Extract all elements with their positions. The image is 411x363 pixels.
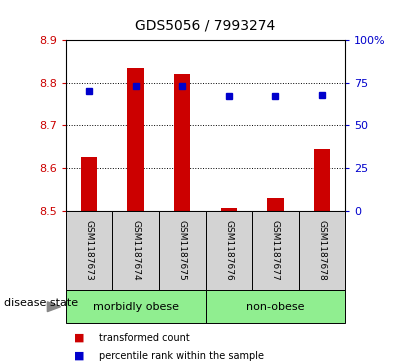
Text: morbidly obese: morbidly obese [92,302,179,312]
Bar [66,211,112,290]
Bar [112,211,159,290]
Text: transformed count: transformed count [99,333,189,343]
Polygon shape [47,302,60,311]
Text: disease state: disease state [4,298,78,308]
Text: GSM1187673: GSM1187673 [85,220,94,281]
Text: GSM1187675: GSM1187675 [178,220,187,281]
Bar [81,157,97,211]
Bar [206,290,345,323]
Text: GDS5056 / 7993274: GDS5056 / 7993274 [135,18,276,32]
Bar [299,211,345,290]
Bar [314,149,330,211]
Bar [174,74,190,211]
Bar [66,290,206,323]
Text: percentile rank within the sample: percentile rank within the sample [99,351,263,361]
Text: non-obese: non-obese [246,302,305,312]
Text: GSM1187676: GSM1187676 [224,220,233,281]
Bar [252,211,299,290]
Bar [159,211,206,290]
Text: ■: ■ [74,333,85,343]
Bar [267,198,284,211]
Bar [127,68,144,211]
Text: ■: ■ [74,351,85,361]
Bar [221,208,237,211]
Text: GSM1187678: GSM1187678 [317,220,326,281]
Bar [206,211,252,290]
Text: GSM1187674: GSM1187674 [131,220,140,281]
Text: GSM1187677: GSM1187677 [271,220,280,281]
